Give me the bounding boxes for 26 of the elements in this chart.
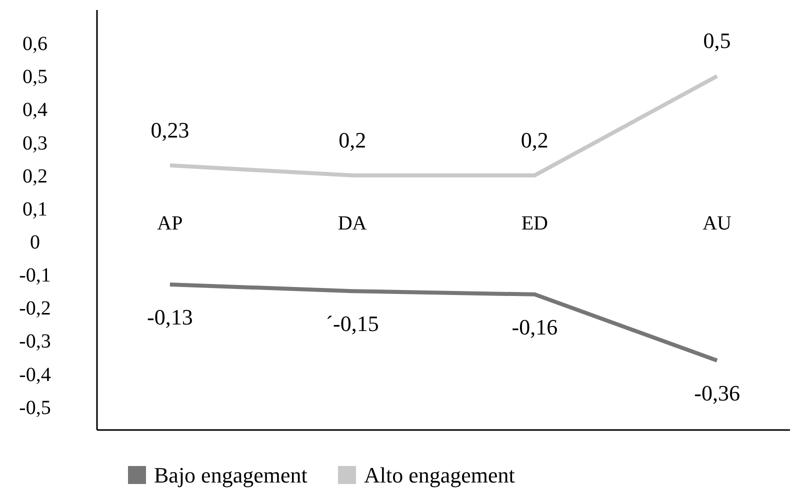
data-label: 0,23 (150, 117, 190, 142)
y-tick-label: 0,6 (22, 33, 48, 56)
legend-label: Alto engagement (364, 462, 515, 488)
y-tick-label: -0,4 (19, 364, 51, 386)
y-tick-label: -0,1 (19, 264, 51, 287)
y-tick-label: 0 (30, 231, 40, 254)
y-tick-label: -0,3 (19, 330, 51, 353)
x-tick-label: AP (157, 212, 183, 234)
x-tick-label: AU (702, 212, 732, 234)
legend-label: Bajo engagement (154, 462, 308, 488)
y-tick-label: 0,3 (22, 132, 48, 154)
data-label: -0,36 (694, 380, 740, 406)
y-tick-label: 0,2 (22, 165, 48, 188)
data-label: 0,2 (338, 127, 366, 152)
data-label: ´-0,15 (326, 311, 379, 336)
data-label: -0,16 (512, 314, 558, 340)
y-tick-label: -0,5 (19, 396, 51, 419)
data-label: 0,2 (520, 127, 548, 152)
data-label: 0,5 (703, 28, 731, 54)
y-tick-label: 0,1 (22, 198, 48, 220)
x-tick-label: DA (338, 212, 368, 234)
y-tick-label: 0,4 (22, 99, 48, 122)
y-tick-label: -0,2 (19, 298, 51, 320)
data-label: -0,13 (147, 304, 193, 330)
x-tick-label: ED (521, 212, 548, 234)
y-tick-label: 0,5 (22, 66, 48, 88)
